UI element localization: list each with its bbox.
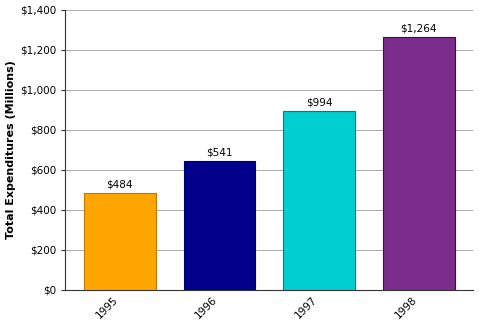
Text: $484: $484 [106,179,133,189]
Bar [84,193,156,290]
Bar [283,111,355,290]
Y-axis label: Total Expenditures (Millions): Total Expenditures (Millions) [6,60,15,239]
Text: $1,264: $1,264 [400,23,437,33]
Bar [183,161,255,290]
Text: $541: $541 [206,148,233,158]
Text: $994: $994 [306,97,332,107]
Bar [383,37,455,290]
